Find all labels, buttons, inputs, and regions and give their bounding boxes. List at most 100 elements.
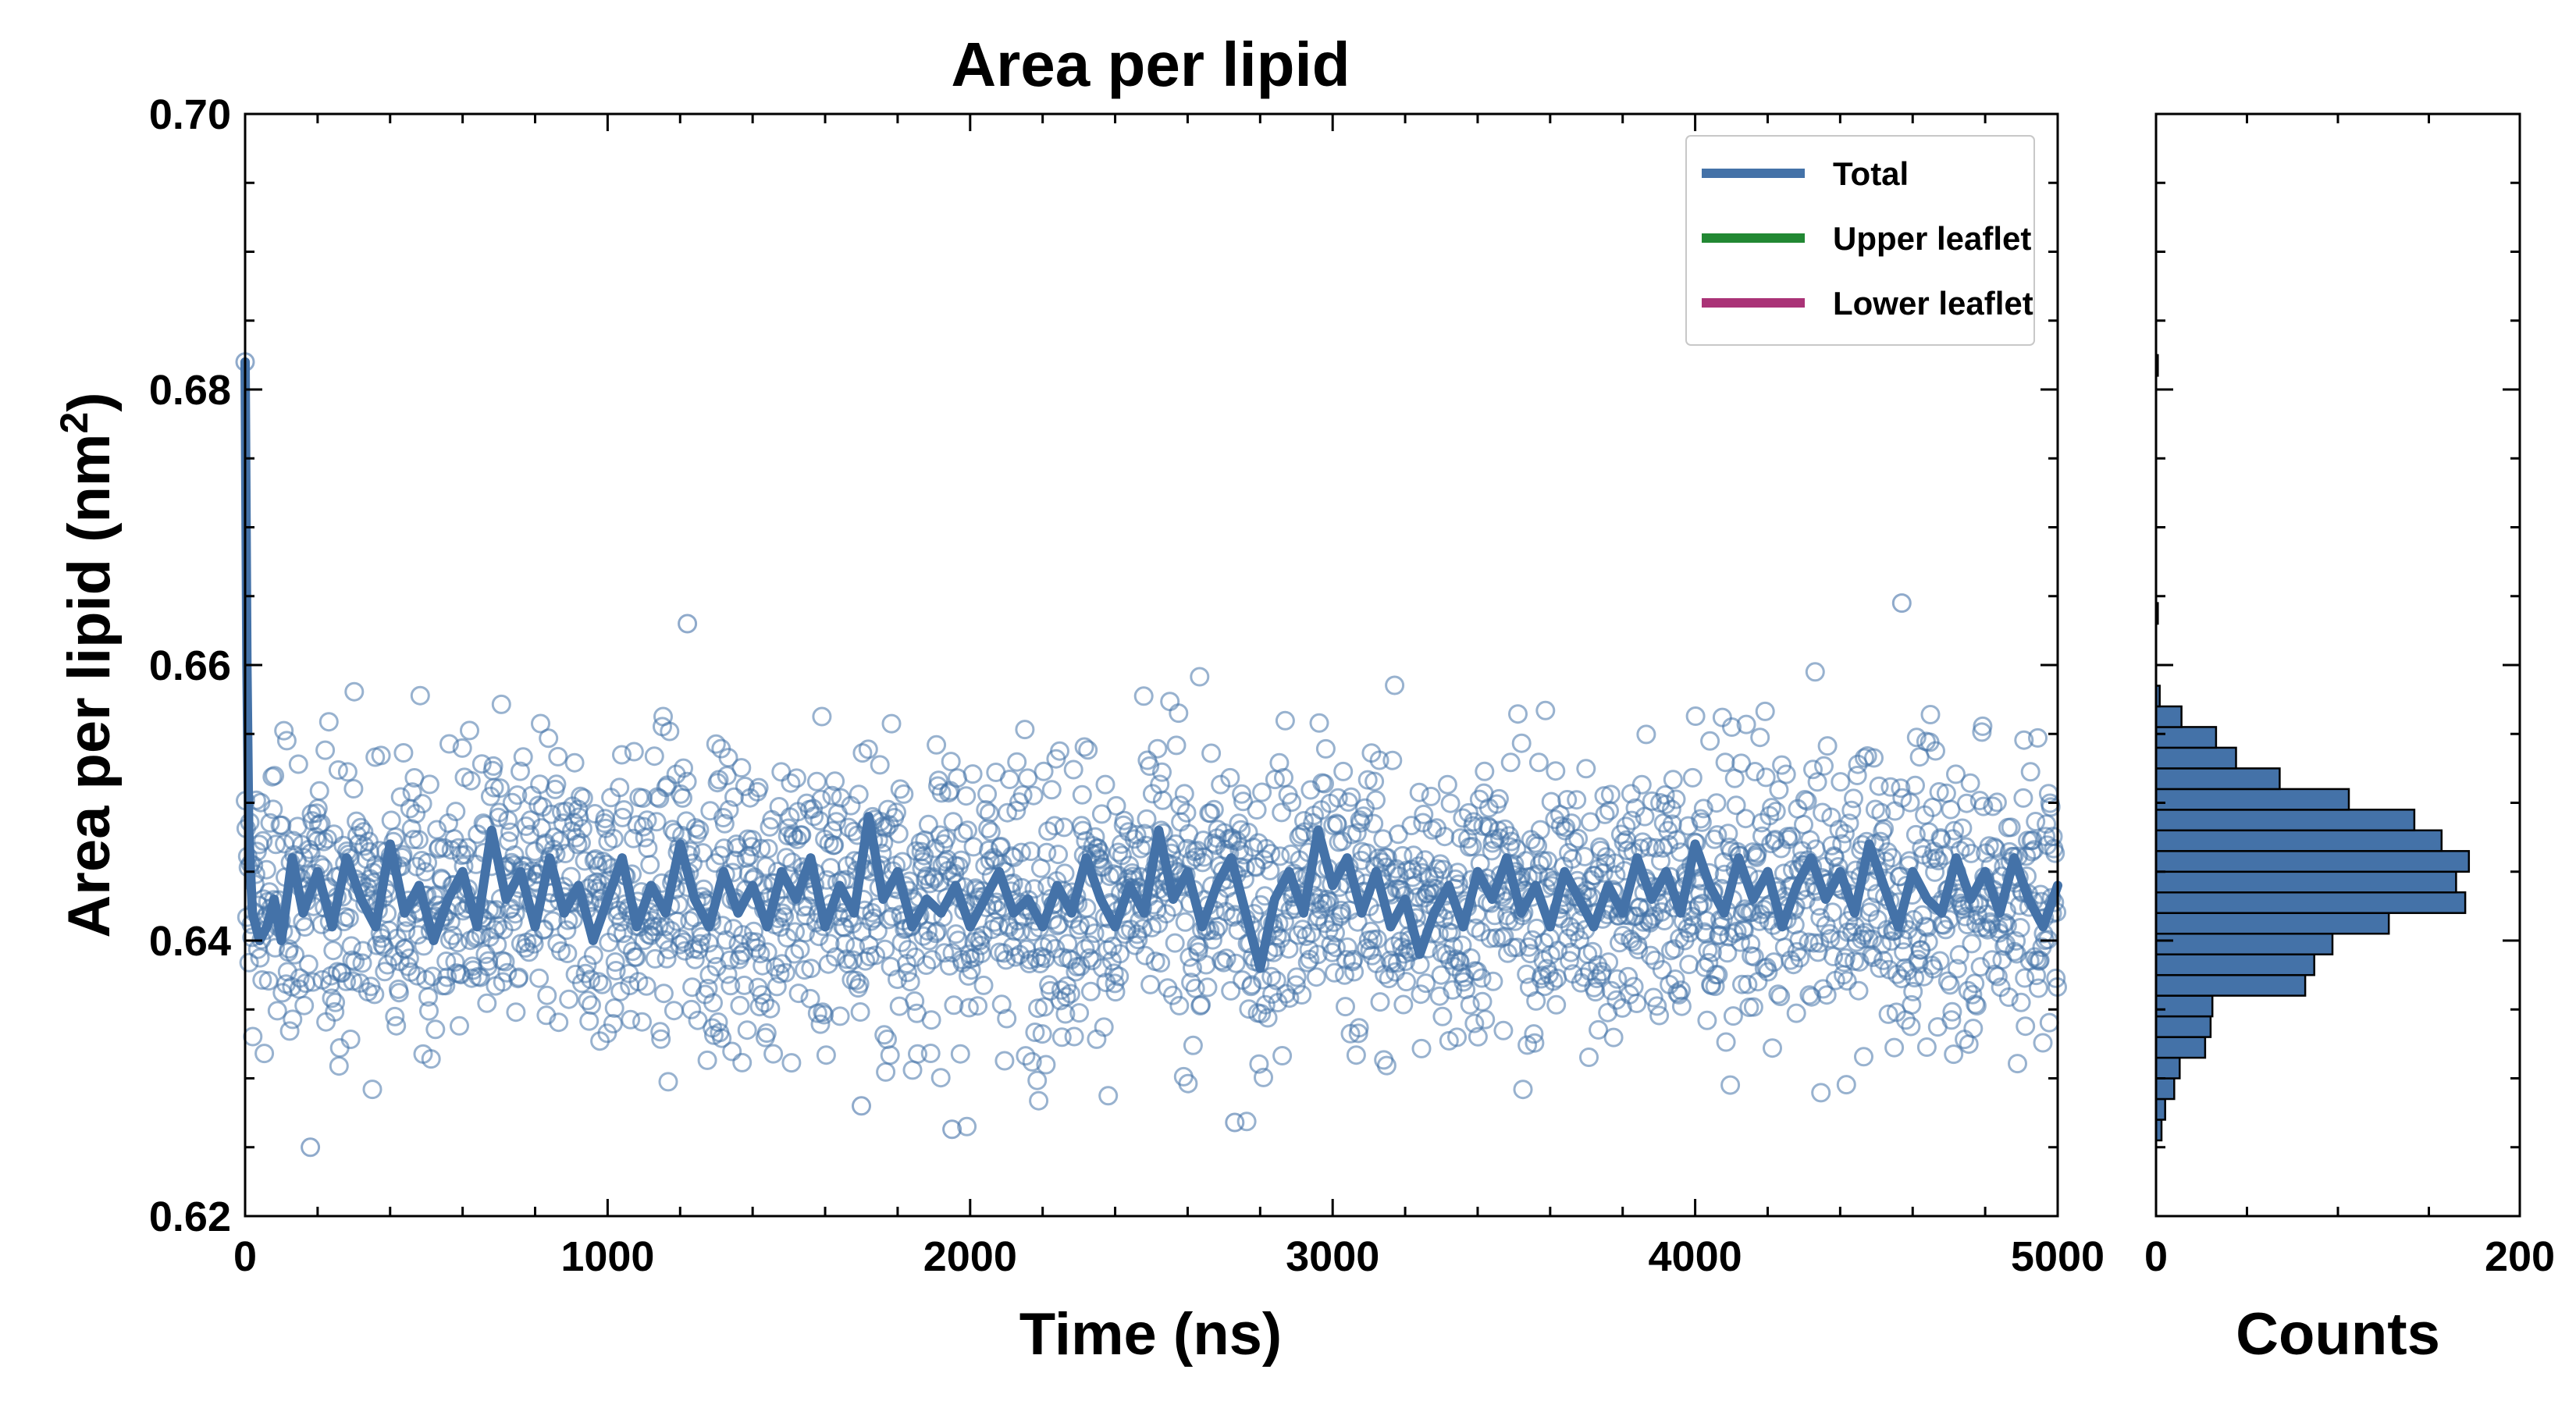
scatter-point: [1252, 782, 1272, 802]
scatter-point: [1197, 977, 1218, 998]
scatter-point: [1638, 911, 1659, 931]
scatter-point: [712, 1028, 732, 1048]
scatter-point: [1820, 929, 1841, 948]
y-axis-label-main: Area per lipid (nm: [56, 434, 123, 938]
scatter-point: [632, 1012, 652, 1032]
main-plot: 0 1000 2000 3000 4000 5000 0.62 0.64 0.66 0.68 0.7…: [52, 91, 2105, 1368]
scatter-point: [1962, 984, 1983, 1005]
scatter-point: [267, 1001, 287, 1021]
scatter-point: [2028, 978, 2048, 998]
scatter-point: [1183, 1035, 1203, 1055]
scatter-point: [1447, 1027, 1467, 1048]
scatter-point: [1286, 975, 1306, 995]
scatter-point: [564, 752, 585, 773]
scatter-point: [1599, 952, 1619, 973]
x-tick-label: 2000: [923, 1233, 1017, 1280]
scatter-point: [495, 951, 515, 972]
scatter-point: [419, 1001, 439, 1021]
scatter-point: [1918, 932, 1938, 952]
histogram-bar: [2154, 726, 2218, 749]
scatter-point: [410, 685, 430, 706]
scatter-point: [1272, 802, 1292, 823]
scatter-point: [1261, 844, 1281, 863]
scatter-point: [651, 1029, 671, 1049]
scatter-point: [674, 758, 693, 778]
scatter-point: [1485, 905, 1505, 926]
scatter-point: [581, 969, 601, 990]
scatter-point: [656, 948, 677, 969]
scatter-point: [950, 1044, 970, 1064]
scatter-point: [894, 784, 914, 804]
scatter-point: [1016, 1046, 1036, 1066]
scatter-point: [1044, 816, 1065, 836]
scatter-point: [898, 962, 917, 983]
scatter-point: [1707, 825, 1727, 845]
scatter-point: [1546, 994, 1567, 1015]
scatter-point: [555, 844, 575, 863]
scatter-point: [1928, 851, 1948, 871]
scatter-point: [876, 1062, 896, 1082]
histogram-bar: [2154, 705, 2183, 728]
scatter-point: [1366, 790, 1386, 810]
scatter-point: [902, 1060, 923, 1080]
scatter-point: [1095, 774, 1115, 795]
scatter-point: [1489, 788, 1509, 809]
scatter-point: [866, 898, 887, 917]
scatter-point: [646, 812, 667, 832]
scatter-point: [1051, 1027, 1072, 1048]
scatter-point: [603, 828, 624, 848]
y-tick-label: 0.68: [149, 367, 231, 414]
scatter-point: [1511, 733, 1532, 753]
scatter-point-outlier: [1225, 1112, 1245, 1133]
scatter-point: [801, 959, 821, 979]
scatter-point: [385, 1006, 405, 1026]
scatter-point: [1341, 787, 1361, 807]
scatter-point: [336, 971, 357, 991]
scatter-point: [463, 960, 483, 980]
scatter-point: [323, 941, 343, 961]
scatter-point: [1294, 811, 1314, 831]
scatter-point: [1370, 992, 1390, 1012]
scatter-point: [816, 1045, 836, 1065]
scatter-point: [557, 920, 577, 941]
scatter-point: [1050, 741, 1069, 761]
scatter-point: [1414, 804, 1434, 824]
scatter-point: [749, 997, 770, 1017]
scatter-point: [878, 909, 898, 930]
scatter-point: [1397, 972, 1416, 992]
running-average-line: [240, 357, 2062, 973]
scatter-point: [419, 774, 439, 795]
scatter-point: [1028, 998, 1048, 1019]
scatter-point: [1543, 971, 1564, 991]
scatter-point: [968, 996, 988, 1016]
scatter-point: [645, 948, 665, 969]
scatter-point: [1100, 866, 1120, 887]
scatter-point: [1325, 937, 1346, 958]
scatter-point: [927, 735, 947, 755]
scatter-point: [1763, 1038, 1782, 1058]
scatter-point: [1758, 962, 1778, 982]
scatter-point: [1736, 714, 1756, 735]
hist-x-tick-label: 0: [2144, 1233, 2168, 1280]
scatter-point: [870, 755, 890, 775]
hist-x-tick-label: 200: [2485, 1233, 2555, 1280]
scatter-point: [610, 777, 630, 798]
scatter-point: [758, 838, 778, 859]
scatter-point: [1480, 928, 1500, 948]
scatter-point: [1712, 707, 1732, 727]
scatter-point: [1475, 761, 1495, 781]
scatter-point: [386, 827, 406, 847]
scatter-point: [1233, 791, 1253, 812]
scatter-point: [1205, 920, 1226, 941]
scatter-point: [328, 760, 348, 780]
scatter-point: [1997, 916, 2017, 936]
scatter-point: [285, 944, 305, 965]
scatter-point: [1643, 987, 1663, 1008]
scatter-point: [1944, 820, 1965, 841]
scatter-point: [415, 862, 436, 882]
scatter-point: [681, 999, 702, 1019]
scatter-point: [1308, 944, 1328, 965]
scatter-point: [2016, 1016, 2036, 1037]
scatter-point: [769, 797, 789, 816]
scatter-point: [1589, 1019, 1609, 1040]
